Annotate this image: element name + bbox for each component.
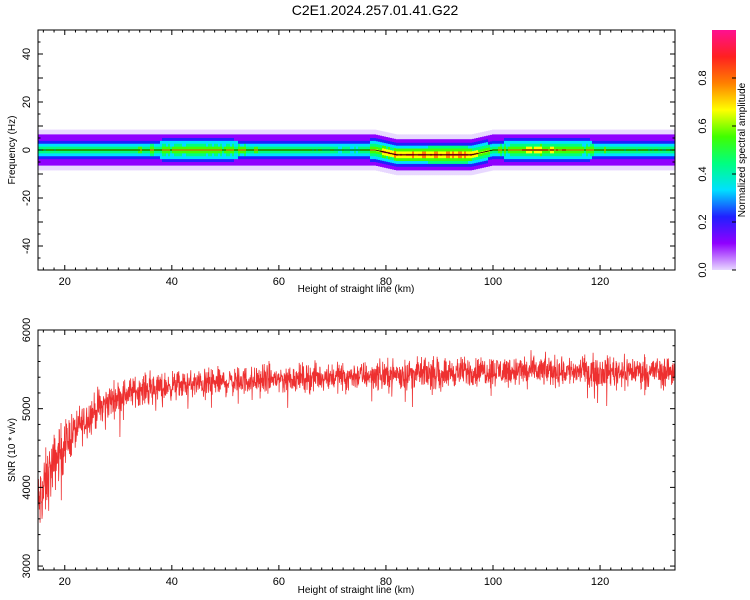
snr-ticks: 20 40 60 80 100 120 3000 4000 5000 6000 [21,318,676,588]
colorbar-tick-label: 0.8 [697,70,709,85]
spectrogram-y-axis-label: Frequency (Hz) [7,116,18,185]
spectrogram-panel: 20 40 60 80 100 120 -40 -20 0 20 40 Height of stra… [7,29,676,295]
snr-x-tick-label: 20 [59,576,71,588]
chart-title: C2E1.2024.257.01.41.G22 [291,2,459,18]
colorbar-tick-label: 0.6 [697,118,709,133]
snr-y-axis-label: SNR (10 * v/v) [7,418,18,482]
spectrogram-y-tick-label: 0 [21,147,33,153]
spectrogram-y-tick-label: -20 [21,190,33,206]
spectrogram-x-tick-label: 20 [59,276,71,288]
snr-x-axis-label: Height of straight line (km) [298,585,415,596]
snr-y-tick-label: 6000 [21,318,33,342]
spectrogram-x-tick-label: 40 [166,276,178,288]
snr-y-tick-label: 4000 [21,475,33,499]
colorbar-scale [712,30,736,270]
spectrogram-ticks: 20 40 60 80 100 120 -40 -20 0 20 40 [21,29,676,288]
spectrogram-heatmap [38,129,675,176]
spectrogram-y-tick-label: 20 [21,96,33,108]
snr-y-tick-label: 3000 [21,554,33,578]
colorbar-tick-label: 0.4 [697,166,709,181]
snr-x-tick-label: 60 [273,576,285,588]
snr-x-tick-label: 80 [380,576,392,588]
snr-plot-area [38,350,675,523]
spectrogram-y-tick-label: 40 [21,48,33,60]
snr-x-tick-label: 100 [484,576,502,588]
colorbar-tick-label: 0.0 [697,262,709,277]
snr-y-tick-label: 5000 [21,396,33,420]
colorbar-tick-label: 0.2 [697,214,709,229]
frequency-trace-line [38,149,675,156]
spectrogram-x-tick-label: 80 [380,276,392,288]
snr-frame [37,329,676,571]
spectrogram-x-tick-label: 100 [484,276,502,288]
colorbar-ticks: 0.0 0.2 0.4 0.6 0.8 [697,70,736,278]
colorbar-label: Normalized spectral amplitude [737,82,748,217]
spectrogram-y-tick-label: -40 [21,238,33,254]
snr-series-line [38,350,675,523]
snr-x-tick-label: 120 [591,576,609,588]
colorbar: 0.0 0.2 0.4 0.6 0.8 Normalized spectral ampl… [697,30,748,278]
snr-x-tick-label: 40 [166,576,178,588]
spectrogram-x-tick-label: 60 [273,276,285,288]
spectrogram-x-tick-label: 120 [591,276,609,288]
snr-panel: 20 40 60 80 100 120 3000 4000 5000 6000 Height of… [7,318,676,596]
spectrogram-x-axis-label: Height of straight line (km) [298,284,415,295]
